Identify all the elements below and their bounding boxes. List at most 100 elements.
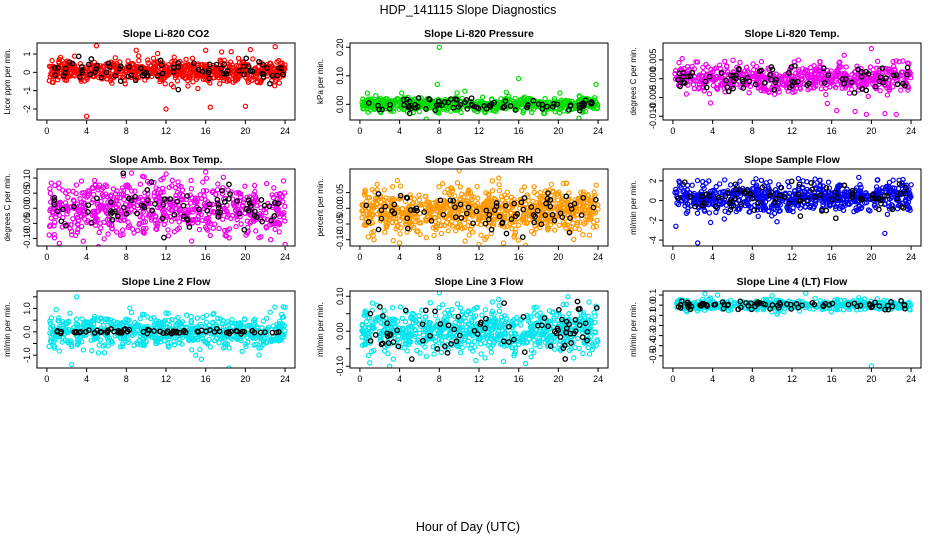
x-tick-label: 0	[357, 252, 362, 262]
reference-point	[114, 213, 121, 220]
data-point	[108, 59, 114, 65]
reference-point	[452, 214, 459, 221]
reference-point	[566, 107, 572, 113]
reference-point	[218, 65, 225, 72]
data-point	[496, 187, 503, 194]
reference-point	[108, 199, 114, 205]
data-point	[542, 95, 548, 102]
data-point	[817, 177, 823, 183]
data-point	[276, 318, 283, 325]
reference-point	[132, 193, 138, 200]
data-point	[174, 78, 181, 84]
reference-point	[571, 200, 578, 207]
reference-point	[184, 217, 191, 224]
outlier-point	[834, 107, 840, 114]
data-point	[95, 204, 102, 211]
data-point	[143, 225, 149, 231]
reference-point	[730, 85, 736, 92]
data-point	[545, 227, 551, 233]
data-point	[257, 248, 261, 252]
data-point	[52, 182, 58, 188]
reference-point	[547, 197, 554, 203]
data-point	[466, 211, 473, 217]
data-point	[260, 318, 266, 324]
reference-point	[447, 197, 454, 204]
y-tick-label: 0.05	[22, 184, 32, 202]
chart-panel-5: Slope Gas Stream RH0 4 8 12 16 20 24-0.10-0.05…	[316, 154, 609, 262]
data-point	[890, 203, 896, 209]
reference-point	[808, 180, 815, 186]
data-point	[724, 64, 730, 70]
data-point	[140, 228, 146, 234]
data-point	[865, 207, 872, 213]
data-point	[94, 209, 100, 215]
data-point	[146, 211, 152, 217]
reference-point	[414, 207, 420, 214]
reference-point	[828, 196, 835, 203]
reference-point	[512, 107, 519, 113]
data-point	[125, 58, 131, 64]
data-point	[171, 54, 177, 60]
reference-point	[408, 105, 414, 112]
data-point	[126, 222, 133, 229]
data-point	[795, 57, 802, 63]
data-point	[54, 76, 61, 83]
panel-title: Slope Sample Flow	[744, 154, 841, 166]
data-point	[754, 186, 761, 193]
reference-point	[863, 68, 869, 75]
data-point	[489, 187, 496, 194]
data-point	[436, 110, 442, 116]
data-point	[587, 213, 593, 220]
reference-point	[88, 56, 95, 62]
x-tick-label: 20	[553, 252, 563, 262]
x-tick-label: 12	[787, 252, 797, 262]
data-point	[867, 64, 874, 70]
reference-point	[109, 209, 116, 216]
data-point	[438, 230, 445, 237]
data-point	[170, 84, 177, 90]
data-point	[753, 70, 759, 77]
data-point	[708, 66, 714, 73]
data-point	[152, 65, 159, 72]
data-point	[574, 219, 581, 226]
reference-point	[167, 196, 174, 202]
data-point	[250, 218, 257, 224]
data-point	[469, 194, 475, 200]
reference-point	[859, 86, 866, 92]
data-point	[370, 232, 376, 239]
data-point	[183, 312, 190, 318]
data-point	[79, 316, 85, 322]
y-tick-label: -0.010	[648, 103, 658, 129]
data-point	[188, 185, 195, 192]
data-point	[251, 182, 258, 189]
data-point	[733, 208, 740, 215]
data-point	[95, 243, 102, 246]
data-point	[427, 204, 433, 210]
data-point	[120, 173, 127, 179]
data-point	[580, 231, 586, 238]
reference-point	[75, 53, 82, 60]
x-tick-label: 12	[474, 126, 484, 136]
data-point	[809, 72, 815, 79]
data-point	[455, 209, 462, 216]
data-point	[252, 195, 259, 202]
reference-point	[508, 216, 515, 222]
reference-point	[365, 219, 372, 225]
data-point	[81, 192, 88, 199]
reference-point	[159, 215, 166, 222]
data-point	[851, 208, 857, 215]
reference-point	[580, 194, 587, 201]
data-point	[856, 174, 862, 181]
reference-point	[904, 71, 910, 78]
data-point	[154, 50, 161, 57]
reference-point	[51, 201, 58, 208]
data-point	[371, 105, 377, 111]
reference-point	[195, 66, 202, 73]
reference-point	[406, 110, 413, 117]
reference-point	[778, 184, 785, 191]
data-point	[361, 99, 367, 105]
data-point	[68, 66, 75, 73]
data-point	[737, 59, 743, 66]
reference-point	[535, 101, 542, 107]
reference-point	[450, 197, 457, 204]
